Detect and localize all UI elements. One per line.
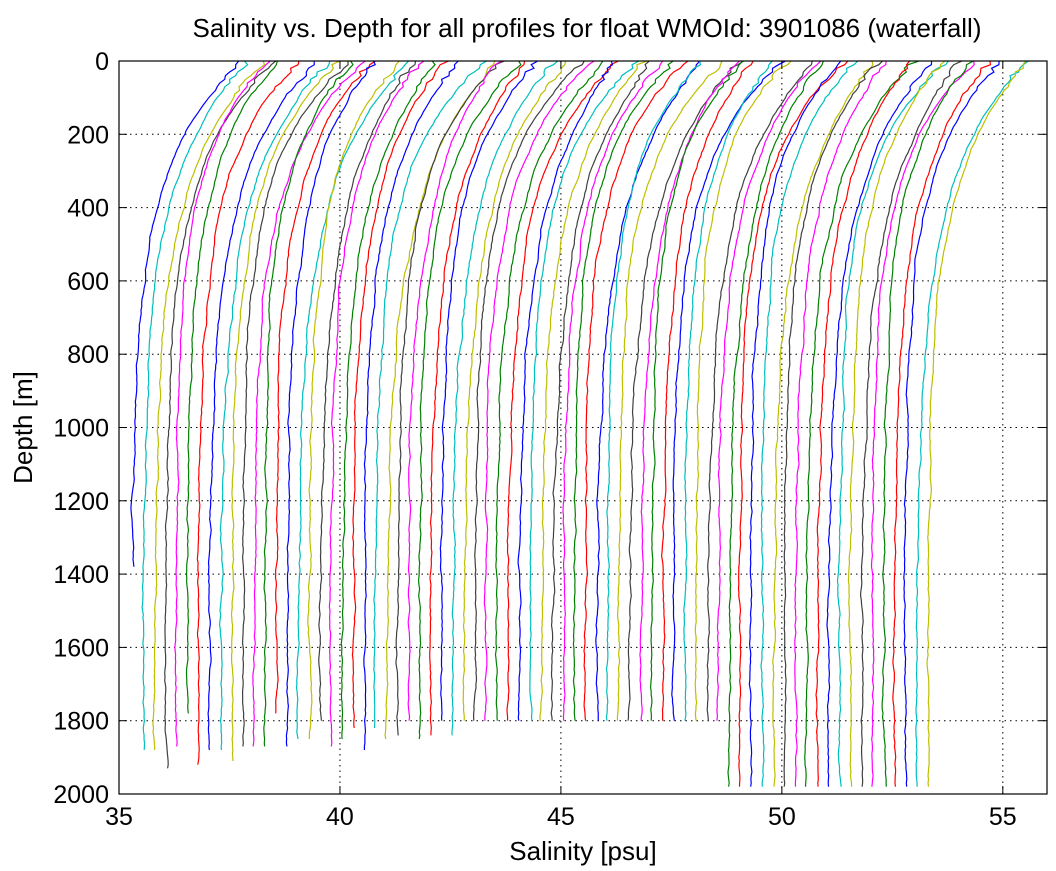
profile-line	[241, 61, 349, 747]
profile-line	[716, 61, 822, 721]
profile-line	[407, 61, 502, 721]
profile-line	[384, 61, 496, 740]
profile-line	[130, 61, 240, 567]
profile-line	[737, 61, 849, 787]
y-tick-label: 1400	[53, 561, 109, 589]
profile-line	[451, 61, 559, 736]
profile-line	[583, 61, 689, 721]
profile-line	[550, 61, 650, 721]
profile-line	[517, 61, 614, 721]
y-tick-label: 200	[67, 121, 109, 149]
y-tick-label: 400	[67, 195, 109, 223]
profile-line	[859, 61, 963, 787]
profile-line	[794, 61, 887, 787]
profile-line	[836, 61, 949, 787]
profile-line	[363, 61, 459, 750]
profile-line	[462, 61, 567, 721]
profile-line	[351, 61, 449, 729]
profile-line	[152, 61, 266, 751]
profile-line	[429, 61, 526, 736]
y-tick-label: 1600	[53, 634, 109, 662]
x-tick-label: 35	[105, 803, 133, 831]
profile-line	[439, 61, 539, 721]
profile-line	[562, 61, 664, 721]
profile-line	[903, 61, 1000, 787]
x-axis-title: Salinity [psu]	[509, 836, 656, 866]
x-tick-label: 55	[989, 803, 1017, 831]
profile-line	[915, 61, 1029, 787]
profile-line	[230, 61, 340, 762]
profile-line	[847, 61, 946, 787]
profile-line	[706, 61, 813, 721]
profile-line	[826, 61, 933, 787]
profile-line	[616, 61, 723, 721]
profile-line	[748, 61, 842, 787]
profile-line	[815, 61, 911, 787]
grid-layer	[119, 61, 1047, 794]
profile-line	[539, 61, 648, 721]
x-tick-label: 40	[326, 803, 354, 831]
profile-line	[572, 61, 674, 721]
profile-line	[760, 61, 859, 787]
profile-line	[926, 61, 1026, 787]
y-tick-label: 1800	[53, 708, 109, 736]
y-axis-title: Depth [m]	[8, 371, 38, 484]
y-tick-label: 2000	[53, 781, 109, 809]
profile-line	[660, 61, 754, 721]
profile-line	[218, 61, 331, 751]
profile-line	[881, 61, 974, 787]
profile-line	[595, 61, 701, 721]
profile-line	[252, 61, 366, 747]
profile-line	[417, 61, 522, 740]
y-tick-label: 0	[95, 48, 109, 76]
profile-line	[772, 61, 874, 787]
profile-line	[494, 61, 604, 721]
profile-line	[483, 61, 595, 721]
profile-line	[263, 61, 354, 747]
profile-line	[783, 61, 884, 787]
profile-line	[174, 61, 271, 747]
profile-line	[694, 61, 792, 721]
profile-line	[164, 61, 277, 769]
profile-line	[727, 61, 824, 787]
profile-line	[307, 61, 400, 740]
profile-line	[207, 61, 315, 751]
profile-line	[141, 61, 249, 751]
profile-line	[285, 61, 376, 747]
profile-line	[373, 61, 487, 729]
profile-line	[274, 61, 376, 714]
profile-line	[529, 61, 640, 721]
profile-line	[185, 61, 278, 714]
tick-layer: 35 40 45 50 55 0 200 400 600 800 1000 1200 1400 1600 1…	[53, 48, 1047, 831]
y-tick-label: 800	[67, 341, 109, 369]
profile-line	[649, 61, 744, 721]
y-tick-label: 1200	[53, 488, 109, 516]
profile-line	[892, 61, 992, 787]
profile-line	[627, 61, 744, 721]
profile-line	[318, 61, 417, 721]
y-tick-label: 600	[67, 268, 109, 296]
chart-title: Salinity vs. Depth for all profiles for …	[193, 13, 982, 43]
x-tick-label: 50	[768, 803, 796, 831]
profile-line	[196, 61, 300, 765]
profile-line	[639, 61, 740, 721]
series-layer	[130, 61, 1029, 787]
profile-line	[683, 61, 773, 721]
profile-line	[340, 61, 436, 740]
profile-line	[671, 61, 786, 721]
profile-line	[295, 61, 410, 740]
profile-line	[328, 61, 425, 747]
y-tick-label: 1000	[53, 415, 109, 443]
profile-line	[395, 61, 505, 736]
x-tick-label: 45	[547, 803, 575, 831]
profile-line	[804, 61, 920, 787]
profile-line	[870, 61, 975, 787]
profile-line	[473, 61, 585, 721]
profile-line	[605, 61, 702, 721]
profile-line	[506, 61, 619, 721]
